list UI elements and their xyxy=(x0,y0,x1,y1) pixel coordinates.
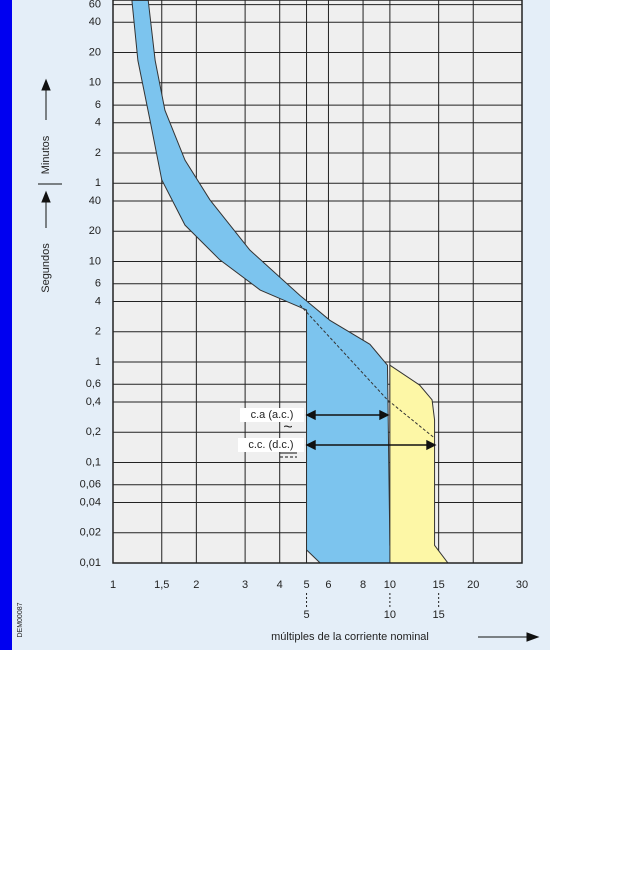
x-tick-label: 5 xyxy=(303,579,309,591)
arrow-head xyxy=(305,409,316,421)
y-tick-label: 2 xyxy=(95,147,101,159)
annotation-arrows xyxy=(280,409,437,458)
x-tick-label: 1,5 xyxy=(154,579,169,591)
arrow-head xyxy=(526,632,540,642)
arrow-head xyxy=(41,190,51,203)
y-tick-label: 20 xyxy=(89,46,101,58)
arrow-head xyxy=(305,439,316,451)
x-tick-label: 20 xyxy=(467,579,479,591)
y-tick-label: 40 xyxy=(89,195,101,207)
below-axis-label: 15 xyxy=(433,609,445,621)
arrow-head xyxy=(41,78,51,91)
y-tick-label: 0,06 xyxy=(80,479,101,491)
y-tick-label: 0,01 xyxy=(80,557,101,569)
x-tick-label: 1 xyxy=(110,579,116,591)
x-tick-label: 8 xyxy=(360,579,366,591)
x-tick-label: 3 xyxy=(242,579,248,591)
y-tick-label: 0,04 xyxy=(80,496,101,508)
x-tick-label: 15 xyxy=(433,579,445,591)
x-axis-title: múltiples de la corriente nominal xyxy=(271,631,429,643)
y-tick-label: 0,02 xyxy=(80,527,101,539)
y-tick-label: 1 xyxy=(95,356,101,368)
side-strip xyxy=(0,0,12,650)
y-axis-title: Minutos xyxy=(40,135,52,174)
plot-border xyxy=(112,0,523,564)
y-axis-title: Segundos xyxy=(40,243,52,293)
y-tick-label: 4 xyxy=(95,295,101,307)
x-tick-label: 2 xyxy=(193,579,199,591)
y-tick-label: 1 xyxy=(95,177,101,189)
below-axis-label: 10 xyxy=(384,609,396,621)
label-box xyxy=(240,408,304,422)
y-tick-label: 0,1 xyxy=(86,456,101,468)
y-tick-label: 20 xyxy=(89,225,101,237)
x-axis-arrow xyxy=(478,632,540,642)
x-tick-label: 6 xyxy=(325,579,331,591)
below-axis-label: 5 xyxy=(303,609,309,621)
y-tick-label: 4 xyxy=(95,117,101,129)
x-tick-label: 30 xyxy=(516,579,528,591)
y-tick-label: 60 xyxy=(89,0,101,11)
y-tick-label: 6 xyxy=(95,99,101,111)
annotation: c.c. (d.c.) xyxy=(248,439,293,451)
y-tick-label: 6 xyxy=(95,278,101,290)
y-tick-label: 40 xyxy=(89,16,101,28)
arrow-head xyxy=(379,409,390,421)
y-axis-arrows xyxy=(38,78,62,228)
y-tick-label: 2 xyxy=(95,326,101,338)
y-tick-label: 10 xyxy=(89,255,101,267)
annotation: ~ xyxy=(283,419,292,436)
y-tick-label: 0,6 xyxy=(86,378,101,390)
annotation: c.a (a.c.) xyxy=(251,409,294,421)
x-tick-label: 10 xyxy=(384,579,396,591)
x-tick-label: 4 xyxy=(277,579,283,591)
arrow-head xyxy=(426,439,437,451)
plot xyxy=(112,0,523,564)
label-box xyxy=(238,438,304,452)
y-tick-label: 10 xyxy=(89,77,101,89)
y-tick-label: 0,2 xyxy=(86,426,101,438)
figure-code: DEM00087 xyxy=(17,602,24,637)
y-tick-label: 0,4 xyxy=(86,396,101,408)
